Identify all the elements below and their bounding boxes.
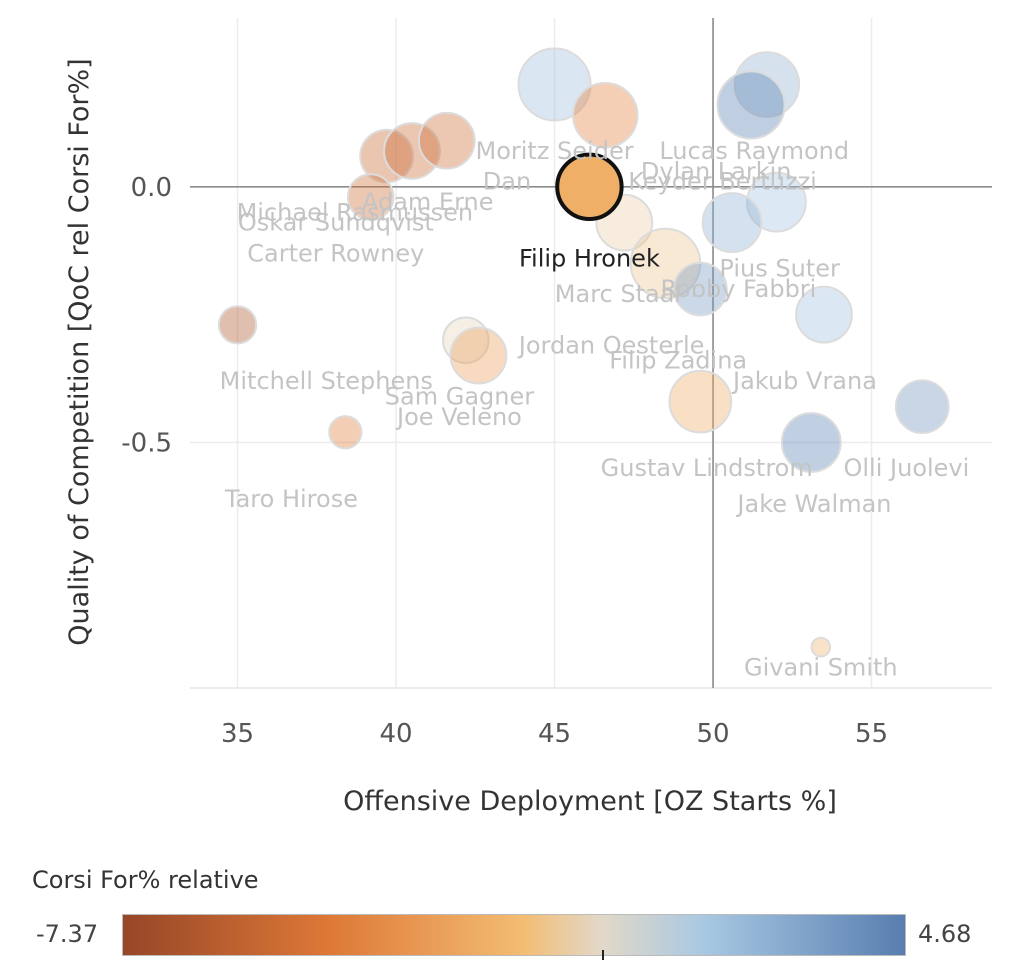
point-label: Dan: [483, 168, 531, 196]
data-point: [716, 70, 786, 140]
axis-ticks: 35 40 45 50 55 0.0 -0.5: [121, 173, 888, 749]
point-label: Olli Juolevi: [844, 454, 970, 482]
data-point: [328, 415, 363, 450]
data-points: [217, 47, 950, 658]
point-label: Jakub Vrana: [731, 367, 877, 395]
point-label: Oskar Sundqvist: [238, 209, 434, 237]
y-axis-title: Quality of Competition [QoC rel Corsi Fo…: [64, 58, 95, 645]
data-point: [780, 412, 842, 473]
y-tick-label: 0.0: [131, 173, 172, 203]
color-legend-title: Corsi For% relative: [32, 866, 259, 894]
point-label: Carter Rowney: [247, 239, 424, 267]
x-tick-label: 35: [221, 719, 254, 749]
color-legend-marker: [601, 950, 604, 960]
x-tick-label: 50: [696, 719, 729, 749]
highlighted-point-label: Filip Hronek: [519, 244, 660, 272]
color-legend-min: -7.37: [36, 920, 99, 948]
data-point: [810, 636, 832, 658]
data-point: [217, 305, 258, 345]
color-legend-gradient: [122, 914, 906, 956]
point-label: Filip Zadina: [609, 347, 747, 375]
point-label: Jake Walman: [735, 490, 891, 518]
point-label: Adam Erne: [362, 188, 494, 216]
point-label: Keyder Bertuzzi: [628, 168, 817, 196]
y-tick-label: -0.5: [121, 429, 172, 459]
point-label: Pius Suter: [719, 255, 840, 283]
point-label: Lucas Raymond: [659, 137, 849, 165]
highlighted-data-point: [555, 152, 624, 221]
x-axis-title: Offensive Deployment [OZ Starts %]: [343, 786, 837, 817]
point-label: Dylan Larkin: [641, 157, 792, 185]
point-label: Moritz Seider: [475, 137, 633, 165]
point-label: Robby Fabbri: [660, 275, 816, 303]
point-label: Marc Staal: [555, 280, 681, 308]
point-label: Mitchell Stephens: [220, 367, 433, 395]
data-point: [894, 379, 950, 434]
data-point: [383, 122, 441, 180]
point-label: Joe Veleno: [395, 403, 522, 431]
data-point: [701, 192, 763, 253]
data-point: [572, 81, 639, 149]
data-point: [449, 326, 508, 385]
x-tick-label: 55: [855, 719, 888, 749]
point-label: Michael Rasmussen: [237, 198, 473, 226]
data-point: [346, 173, 395, 221]
data-point: [668, 369, 733, 434]
point-label: Sam Gagner: [385, 382, 534, 410]
point-label: Taro Hirose: [224, 485, 358, 513]
data-point: [517, 47, 592, 122]
point-label: Givani Smith: [744, 654, 898, 682]
data-point: [673, 261, 728, 317]
color-legend-max: 4.68: [918, 920, 972, 948]
x-tick-label: 45: [538, 719, 571, 749]
point-label: Gustav Lindstrom: [601, 454, 813, 482]
data-point: [733, 51, 801, 118]
data-point: [795, 285, 853, 344]
x-tick-label: 40: [380, 719, 413, 749]
data-point: [442, 316, 490, 364]
data-point: [359, 128, 414, 184]
point-label: Jordan Oesterle: [517, 331, 705, 359]
data-point: [417, 111, 476, 170]
